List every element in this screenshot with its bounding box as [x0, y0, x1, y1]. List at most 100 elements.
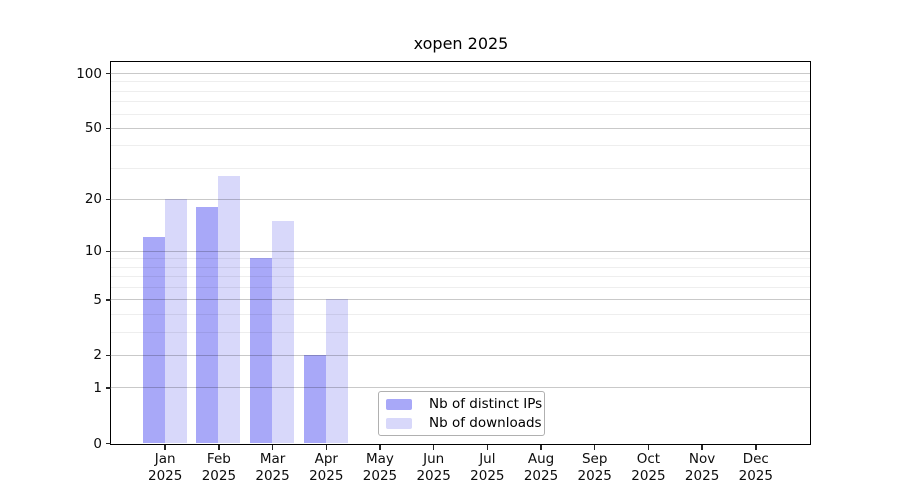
minor-gridline	[111, 90, 810, 92]
y-tick-mark	[105, 299, 111, 301]
x-tick-year: 2025	[148, 467, 183, 484]
x-tick-mark	[486, 445, 489, 450]
x-tick-label: May 2025	[345, 451, 415, 484]
x-tick-month: Sep	[581, 451, 608, 467]
y-tick-label: 1	[93, 379, 102, 396]
x-tick-month: Oct	[636, 451, 661, 467]
minor-gridline	[111, 113, 810, 115]
x-tick-mark	[432, 445, 435, 450]
x-tick-month: Apr	[314, 451, 338, 467]
major-gridline	[111, 127, 810, 129]
y-tick-label: 50	[84, 120, 102, 137]
bar-downloads	[164, 198, 187, 443]
y-tick-mark	[105, 442, 111, 445]
y-tick-mark	[105, 127, 111, 130]
x-tick-label: Dec 2025	[721, 451, 791, 484]
legend-swatch-downloads	[386, 417, 412, 429]
x-tick-mark	[540, 445, 542, 450]
x-tick-mark	[271, 445, 274, 450]
x-tick-label: Jul 2025	[452, 451, 522, 484]
legend-item-downloads: Nb of downloads	[386, 415, 542, 431]
x-tick-month: Jun	[423, 451, 445, 467]
bar-distinct-ips	[142, 237, 165, 443]
x-tick-month: Nov	[688, 451, 716, 467]
x-tick-year: 2025	[309, 467, 344, 484]
x-tick-month: Mar	[259, 451, 286, 467]
major-gridline	[111, 250, 810, 252]
x-tick-mark	[379, 445, 381, 450]
minor-gridline	[111, 314, 810, 315]
major-gridline	[111, 198, 810, 200]
y-tick-mark	[105, 387, 111, 389]
x-tick-label: Apr 2025	[291, 451, 361, 484]
y-tick-mark	[105, 250, 111, 253]
x-tick-year: 2025	[684, 467, 720, 484]
x-tick-mark	[164, 445, 166, 450]
x-tick-mark	[218, 445, 220, 450]
x-tick-label: Nov 2025	[667, 451, 737, 484]
minor-gridline	[111, 101, 810, 103]
minor-gridline	[111, 81, 810, 83]
x-tick-label: Jan 2025	[130, 451, 200, 484]
x-tick-mark	[647, 445, 650, 450]
minor-gridline	[111, 276, 810, 278]
x-tick-label: Aug 2025	[506, 451, 576, 484]
x-tick-label: Feb 2025	[184, 451, 254, 484]
legend-item-distinct-ips: Nb of distinct IPs	[386, 396, 542, 412]
x-tick-mark	[325, 445, 328, 450]
x-tick-label: Jun 2025	[399, 451, 469, 484]
x-tick-year: 2025	[255, 467, 290, 484]
minor-gridline	[111, 167, 810, 169]
major-gridline	[111, 354, 810, 356]
major-gridline	[111, 299, 810, 301]
y-tick-label: 100	[76, 65, 102, 82]
bar-distinct-ips	[250, 258, 273, 443]
x-tick-month: Jul	[479, 451, 496, 467]
x-tick-month: Jan	[154, 451, 176, 467]
legend: Nb of distinct IPs Nb of downloads	[378, 391, 545, 436]
chart-title: xopen 2025	[413, 34, 509, 53]
x-tick-mark	[593, 445, 596, 450]
legend-swatch-distinct-ips	[386, 398, 412, 410]
x-tick-year: 2025	[201, 467, 237, 484]
plot-area	[110, 61, 811, 445]
bar-downloads	[325, 299, 348, 443]
x-tick-month: May	[365, 451, 394, 467]
x-tick-year: 2025	[577, 467, 612, 484]
x-tick-year: 2025	[738, 467, 773, 484]
y-tick-mark	[105, 198, 111, 201]
x-tick-month: Feb	[206, 451, 231, 467]
y-tick-label: 20	[84, 191, 102, 208]
x-tick-mark	[755, 445, 757, 450]
x-tick-year: 2025	[523, 467, 559, 484]
legend-label-downloads: Nb of downloads	[429, 415, 542, 431]
y-tick-mark	[105, 354, 111, 357]
y-tick-label: 10	[84, 243, 102, 260]
x-tick-year: 2025	[362, 467, 398, 484]
x-tick-year: 2025	[470, 467, 505, 484]
bar-distinct-ips	[196, 207, 219, 443]
bar-downloads	[218, 175, 241, 443]
major-gridline	[111, 387, 810, 389]
y-tick-label: 5	[93, 291, 102, 308]
minor-gridline	[111, 145, 810, 147]
minor-gridline	[111, 258, 810, 260]
x-tick-label: Sep 2025	[560, 451, 630, 484]
bar-downloads	[272, 220, 295, 443]
x-tick-mark	[701, 445, 703, 450]
x-tick-month: Aug	[527, 451, 555, 467]
major-gridline	[111, 73, 810, 75]
x-tick-label: Oct 2025	[613, 451, 683, 484]
y-tick-label: 2	[93, 347, 102, 364]
bar-distinct-ips	[303, 354, 326, 443]
x-tick-year: 2025	[631, 467, 666, 484]
minor-gridline	[111, 287, 810, 289]
x-tick-label: Mar 2025	[238, 451, 308, 484]
y-tick-mark	[105, 72, 111, 75]
minor-gridline	[111, 331, 810, 333]
legend-label-distinct-ips: Nb of distinct IPs	[429, 396, 543, 412]
x-tick-month: Dec	[742, 451, 769, 467]
minor-gridline	[111, 266, 810, 268]
y-tick-label: 0	[93, 435, 102, 452]
